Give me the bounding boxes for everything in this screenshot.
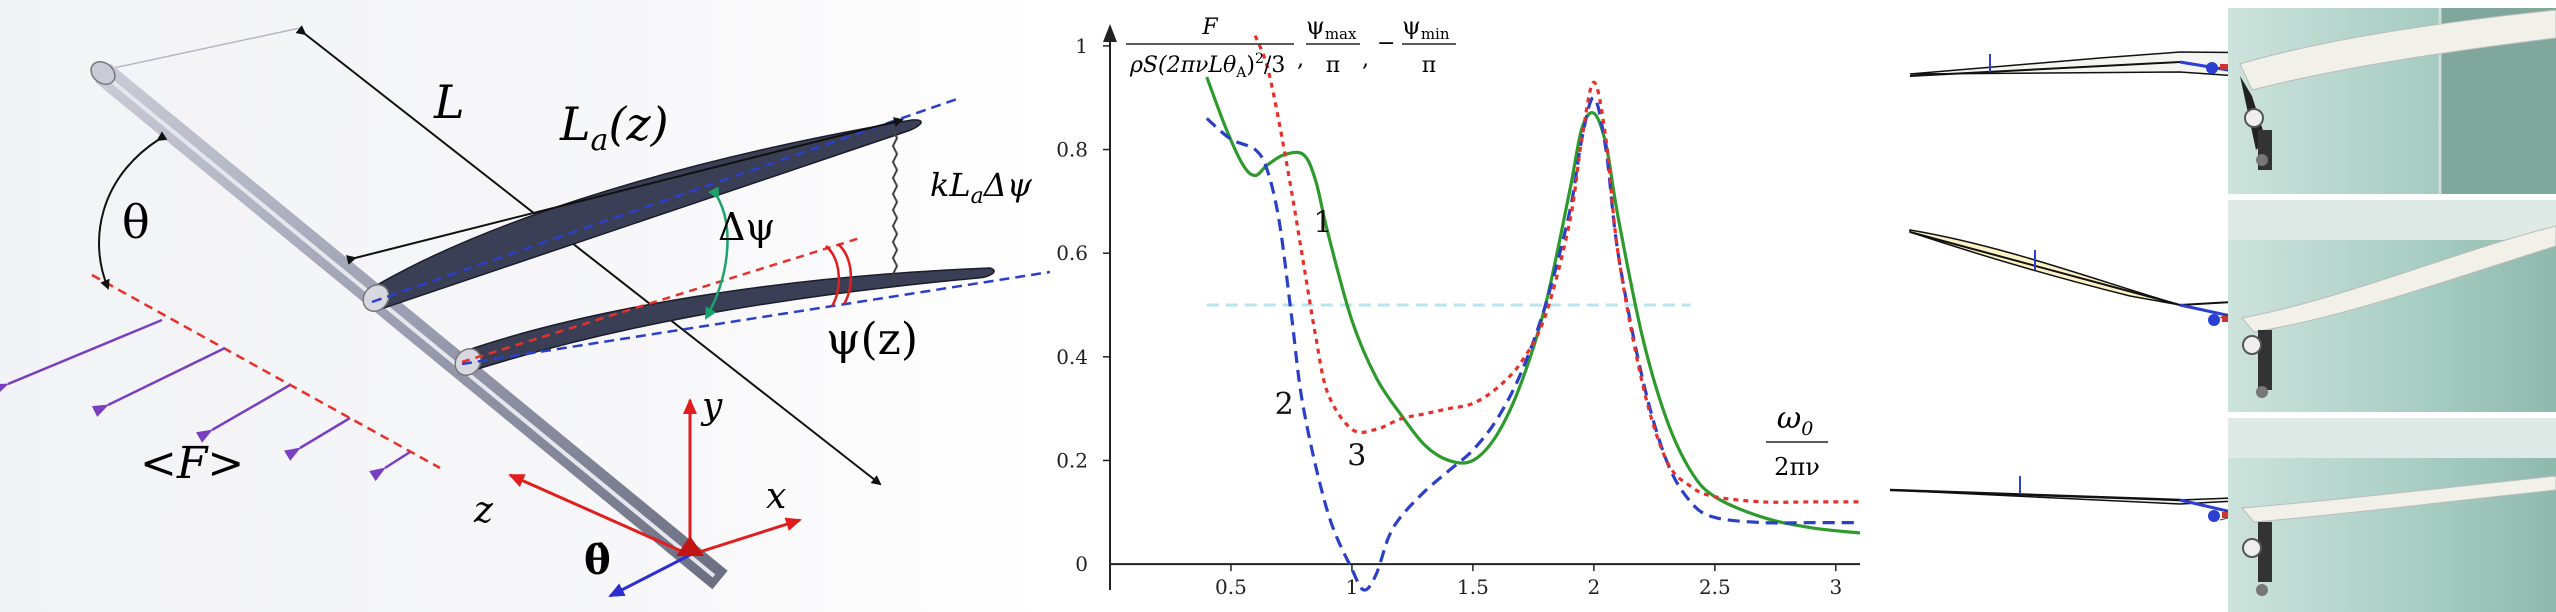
- curve-label: 3: [1347, 439, 1366, 474]
- svg-text:−: −: [1377, 31, 1395, 56]
- svg-text:,: ,: [1362, 47, 1369, 72]
- length-arrow: [295, 25, 882, 486]
- x-axis-label: ω0 2πν: [1766, 401, 1828, 481]
- ylabel-psimax-den: π: [1326, 53, 1340, 78]
- x-tick-label: 2: [1588, 575, 1601, 599]
- x-tick-label: 1: [1346, 575, 1359, 599]
- force-arrow: [284, 416, 351, 461]
- y-tick-label: 0.6: [1056, 241, 1088, 265]
- chart-axes: [1103, 24, 1860, 590]
- blue-dashed-lower: [461, 270, 1050, 366]
- photo-row-3: [1889, 418, 2556, 612]
- photo-row-2: [1909, 200, 2556, 412]
- photo-wall-1: [2228, 8, 2556, 194]
- label-kLa-dpsi: kLaΔψ: [930, 166, 1033, 209]
- force-arrow: [369, 450, 411, 482]
- photo-row-1: [1909, 8, 2556, 194]
- svg-text:,: ,: [1297, 47, 1304, 72]
- x-tick-label: 0.5: [1215, 575, 1247, 599]
- label-F: <F>: [140, 438, 244, 489]
- thetadot-arrow: [608, 553, 691, 598]
- dpsi-arc: [704, 186, 729, 320]
- y-tick-label: 0.8: [1056, 138, 1088, 162]
- y-tick-label: 0.2: [1056, 448, 1088, 472]
- x-tick-label: 1.5: [1457, 575, 1489, 599]
- force-arrows: [0, 318, 411, 482]
- x-tick-label: 3: [1829, 575, 1842, 599]
- prototype-photos: [1889, 8, 2556, 612]
- photos-panel: [1880, 0, 2556, 612]
- theta-arc: [98, 131, 168, 290]
- origin-marker: [676, 536, 704, 556]
- label-theta: θ: [122, 195, 150, 249]
- curve-label: 1: [1313, 205, 1332, 240]
- force-arrow: [91, 346, 226, 417]
- xlabel-num: ω0: [1777, 401, 1814, 440]
- curve-labels: 1 2 3: [1275, 205, 1367, 473]
- schematic-diagram: L La(z) kLaΔψ Δψ θ ψ(z) <F> x y z θ̇: [0, 25, 1050, 598]
- y-tick-label: 0.4: [1056, 345, 1088, 369]
- red-dashed-axis: [91, 273, 441, 470]
- chart-ticks: 0.5 1 1.5 2 2.5 3 0.2 0.4 0.6 0.8 1 0: [1056, 34, 1842, 599]
- rod: [90, 60, 728, 590]
- ylabel-psimax-num: ψmax: [1306, 12, 1357, 43]
- y-axis-arrowhead: [1103, 24, 1117, 42]
- schematic-panel: L La(z) kLaΔψ Δψ θ ψ(z) <F> x y z θ̇: [0, 0, 1050, 612]
- label-thetadot: θ̇: [584, 537, 611, 584]
- chart-panel: 0.5 1 1.5 2 2.5 3 0.2 0.4 0.6 0.8 1 0 1 2 3 F ρS(2πνL…: [1050, 0, 1880, 612]
- xlabel-den: 2πν: [1774, 453, 1820, 481]
- label-dpsi: Δψ: [718, 205, 775, 249]
- x-tick-label: 2.5: [1699, 575, 1731, 599]
- curve-label: 2: [1275, 387, 1294, 422]
- y-axis-label: F ρS(2πνLθA)2/3 , ψmax π , − ψmin π: [1126, 12, 1456, 81]
- label-z: z: [473, 490, 494, 531]
- chart-series: [1205, 34, 1861, 592]
- label-x: x: [766, 476, 786, 517]
- origin-label: 0: [1075, 552, 1088, 576]
- label-La: La(z): [559, 97, 669, 158]
- kla-bracket: [891, 129, 899, 283]
- series-line-3: [1253, 34, 1860, 504]
- reference-line: [94, 27, 301, 73]
- z-axis-arrow: [508, 473, 691, 557]
- ylabel-frac-den: ρS(2πνLθA)2/3: [1129, 51, 1285, 81]
- ylabel-frac-num: F: [1201, 15, 1218, 40]
- resonance-chart: 0.5 1 1.5 2 2.5 3 0.2 0.4 0.6 0.8 1 0 1 2 3 F ρS(2πνL…: [1056, 12, 1861, 599]
- coordinate-frame: [508, 398, 802, 598]
- photo-wall-3: [2228, 418, 2556, 612]
- label-y: y: [700, 386, 723, 427]
- ylabel-psimin-num: ψmin: [1402, 12, 1450, 43]
- force-arrow: [0, 318, 163, 396]
- psi-arc: [825, 245, 841, 307]
- force-arrow: [196, 383, 291, 443]
- photo-wall-2: [2228, 200, 2556, 412]
- ylabel-psimin-den: π: [1422, 53, 1436, 78]
- psi-arc: [837, 243, 853, 305]
- x-axis-arrow: [689, 517, 802, 557]
- label-L: L: [433, 75, 465, 129]
- la-arrow: [346, 117, 904, 265]
- y-tick-label: 1: [1075, 34, 1088, 58]
- label-psi: ψ(z): [826, 314, 918, 365]
